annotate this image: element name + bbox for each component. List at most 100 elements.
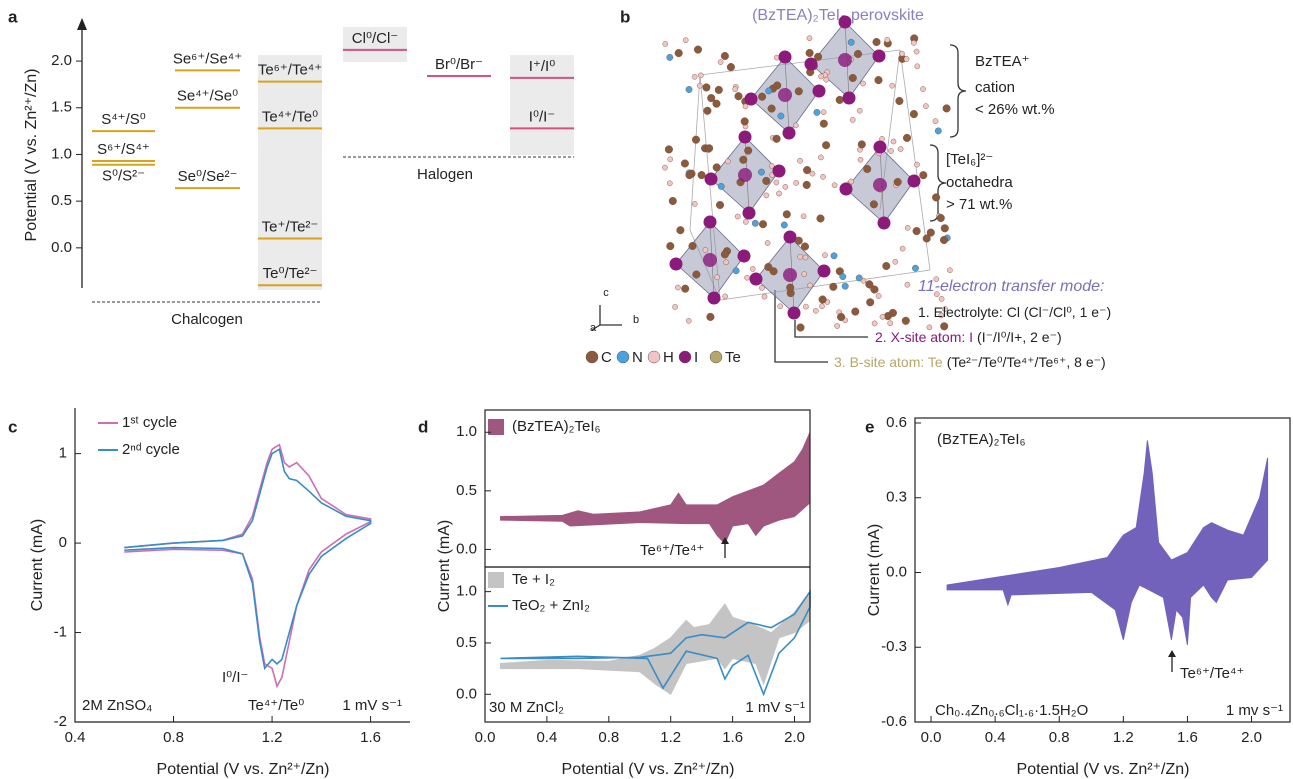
panel-label: d xyxy=(418,417,428,436)
y-tick-label: 0.3 xyxy=(886,489,907,506)
element-label: I xyxy=(694,349,698,366)
arrow-head xyxy=(1168,650,1176,657)
atom xyxy=(715,86,723,94)
atom xyxy=(704,216,717,229)
atom xyxy=(759,285,764,290)
atom xyxy=(703,84,711,92)
atom xyxy=(905,225,910,230)
atom xyxy=(872,321,877,326)
atom xyxy=(837,313,845,321)
annotation: [TeI₆]²⁻ xyxy=(946,151,993,168)
x-tick-label: 0.8 xyxy=(1049,729,1070,746)
atom xyxy=(677,226,685,234)
atom xyxy=(798,254,803,259)
atom xyxy=(824,77,829,82)
atom xyxy=(675,285,680,290)
atom xyxy=(718,183,724,189)
atom xyxy=(880,314,885,319)
atom xyxy=(758,93,766,101)
y-tick-label: -0.3 xyxy=(881,638,907,655)
atom xyxy=(911,40,916,45)
atom xyxy=(902,317,910,325)
atom xyxy=(898,146,903,151)
atom xyxy=(703,247,708,252)
atom xyxy=(713,164,721,172)
annotation: Te⁴⁺/Te⁰ xyxy=(248,697,304,714)
atom xyxy=(899,51,904,56)
atom xyxy=(795,88,803,96)
atom xyxy=(797,324,805,332)
atom xyxy=(943,105,951,113)
atom xyxy=(836,96,844,104)
atom xyxy=(857,108,862,113)
atom xyxy=(745,93,758,106)
atom xyxy=(733,268,739,274)
atom xyxy=(900,246,905,251)
level-label: I⁺/I⁰ xyxy=(529,58,555,75)
x-tick-label: 2.0 xyxy=(784,729,805,746)
atom xyxy=(813,308,818,313)
panel-label: c xyxy=(8,417,17,436)
atom xyxy=(707,313,715,321)
atom xyxy=(725,159,730,164)
atom xyxy=(797,158,802,163)
atom xyxy=(838,53,852,67)
x-tick-label: 1.2 xyxy=(262,729,283,746)
atom xyxy=(716,201,724,209)
atom xyxy=(803,255,808,260)
atom xyxy=(733,87,738,92)
atom xyxy=(692,136,700,144)
atom xyxy=(750,266,755,271)
level-label: Se⁴⁺/Se⁰ xyxy=(177,88,238,105)
structure-title: (BzTEA)₂TeI₆ perovskite xyxy=(752,7,924,24)
crystal-axes xyxy=(592,305,622,330)
atom xyxy=(740,156,748,164)
level-label: Te⁰/Te²⁻ xyxy=(263,265,318,282)
x-tick-label: 0.8 xyxy=(598,729,619,746)
atom xyxy=(803,181,811,189)
atom xyxy=(665,146,673,154)
atom xyxy=(873,50,886,63)
atom xyxy=(744,147,752,155)
atom xyxy=(766,88,772,94)
atom xyxy=(935,128,941,134)
panel-label: a xyxy=(8,7,18,26)
atom xyxy=(668,157,673,162)
atom xyxy=(912,265,918,271)
brace xyxy=(930,145,946,221)
element-swatch xyxy=(617,351,629,363)
atom xyxy=(667,54,673,60)
atom xyxy=(692,201,697,206)
legend-swatch xyxy=(488,572,504,588)
atom xyxy=(920,171,928,179)
axis-arrow xyxy=(77,18,87,30)
annotation: cation xyxy=(975,79,1015,96)
atom xyxy=(686,86,692,92)
atom xyxy=(908,175,921,188)
atom xyxy=(673,304,678,309)
pointer xyxy=(795,320,868,337)
atom xyxy=(910,110,918,118)
atom xyxy=(741,118,749,126)
atom xyxy=(856,275,862,281)
cv-line xyxy=(124,445,370,687)
atom xyxy=(866,299,874,307)
atom xyxy=(873,178,887,192)
atom xyxy=(813,85,826,98)
atom xyxy=(920,86,925,91)
atom xyxy=(830,283,838,291)
atom xyxy=(723,260,728,265)
atom xyxy=(735,214,740,219)
annotation: 1 mv s⁻¹ xyxy=(1226,702,1283,719)
atom xyxy=(839,16,852,29)
level-label: I⁰/I⁻ xyxy=(529,108,555,125)
atom xyxy=(718,60,723,65)
atom xyxy=(835,323,840,328)
atom xyxy=(721,52,729,60)
x-tick-label: 1.2 xyxy=(1113,729,1134,746)
atom xyxy=(743,104,748,109)
atom xyxy=(878,217,891,230)
atom xyxy=(891,139,896,144)
level-label: Br⁰/Br⁻ xyxy=(435,56,483,73)
level-label: Se⁰/Se²⁻ xyxy=(178,168,238,185)
